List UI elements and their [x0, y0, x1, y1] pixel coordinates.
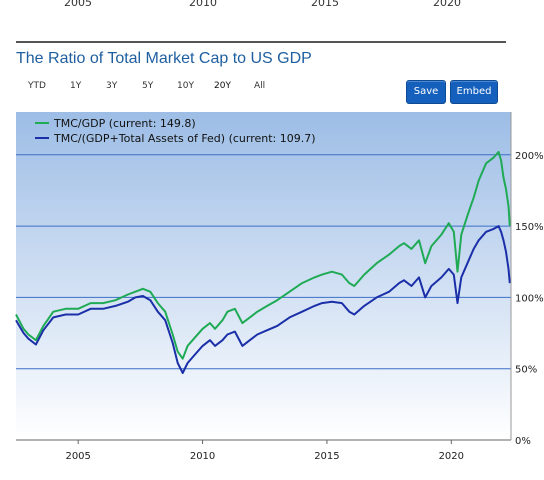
y-tick-label: 200%: [515, 151, 544, 162]
range-5y-button[interactable]: 5Y: [142, 81, 154, 91]
y-tick-label: 150%: [515, 222, 544, 233]
range-1y-button[interactable]: 1Y: [70, 81, 82, 91]
x-tick-label: 2015: [314, 451, 339, 462]
range-all-button[interactable]: All: [254, 81, 266, 91]
top-axis-tick: 2010: [189, 0, 217, 9]
y-tick-label: 0%: [515, 436, 531, 447]
series-lines: [15, 150, 511, 374]
range-10y-button[interactable]: 10Y: [177, 81, 194, 91]
y-tick-label: 100%: [515, 293, 544, 304]
embed-button[interactable]: Embed: [450, 80, 498, 104]
x-tick-label: 2020: [439, 451, 464, 462]
save-button[interactable]: Save: [406, 80, 446, 104]
legend-label: TMC/(GDP+Total Assets of Fed) (current: …: [53, 132, 316, 145]
legend: TMC/GDP (current: 149.8) TMC/(GDP+Total A…: [35, 117, 316, 145]
legend-label: TMC/GDP (current: 149.8): [53, 117, 196, 130]
range-3y-button[interactable]: 3Y: [106, 81, 118, 91]
x-axis: 2005 2010 2015 2020: [65, 440, 464, 462]
range-ytd-button[interactable]: YTD: [28, 81, 46, 91]
y-axis: 0% 50% 100% 150% 200%: [515, 151, 544, 447]
x-tick-label: 2005: [65, 451, 90, 462]
series-line-tmc-gdp-fed: [15, 225, 511, 374]
top-axis-tick: 2020: [433, 0, 461, 9]
top-axis-tick: 2005: [64, 0, 92, 9]
section-divider: [16, 41, 506, 43]
x-tick-label: 2010: [190, 451, 215, 462]
chart-title: The Ratio of Total Market Cap to US GDP: [16, 50, 312, 67]
range-20y-button[interactable]: 20Y: [214, 81, 231, 91]
top-axis-tick: 2015: [311, 0, 339, 9]
series-line-tmc-gdp: [15, 150, 511, 360]
plot-area: [16, 112, 511, 440]
grid: [16, 154, 511, 370]
y-tick-label: 50%: [515, 365, 537, 376]
